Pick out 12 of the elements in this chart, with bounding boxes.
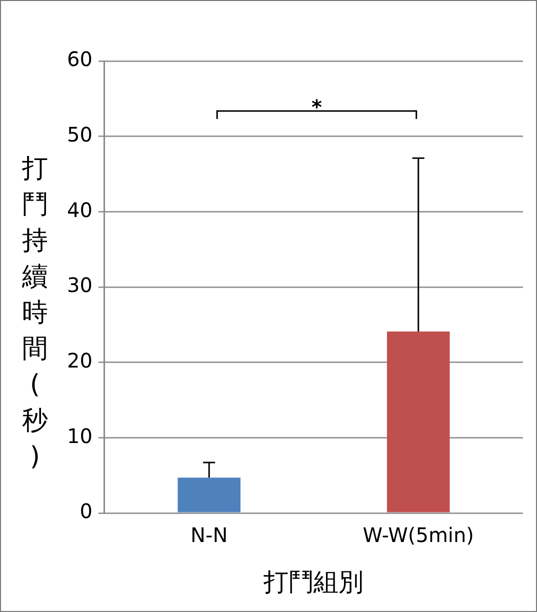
x-axis-title: 打鬥組別: [262, 568, 364, 596]
y-tick-label: 60: [66, 47, 92, 72]
y-tick-label: 50: [66, 122, 92, 147]
y-tick-label: 30: [66, 273, 92, 298]
text: 打鬥持續時間(秒): [22, 154, 48, 472]
y-tick-label: 10: [66, 424, 92, 448]
y-tick-label: 0: [80, 499, 92, 524]
y-tick-label: 20: [66, 348, 92, 373]
annotation: *: [311, 95, 322, 120]
y-tick-label: 40: [66, 198, 92, 222]
x-tick-label: N-N: [190, 523, 228, 548]
x-tick-label: W-W(5min): [362, 523, 474, 548]
